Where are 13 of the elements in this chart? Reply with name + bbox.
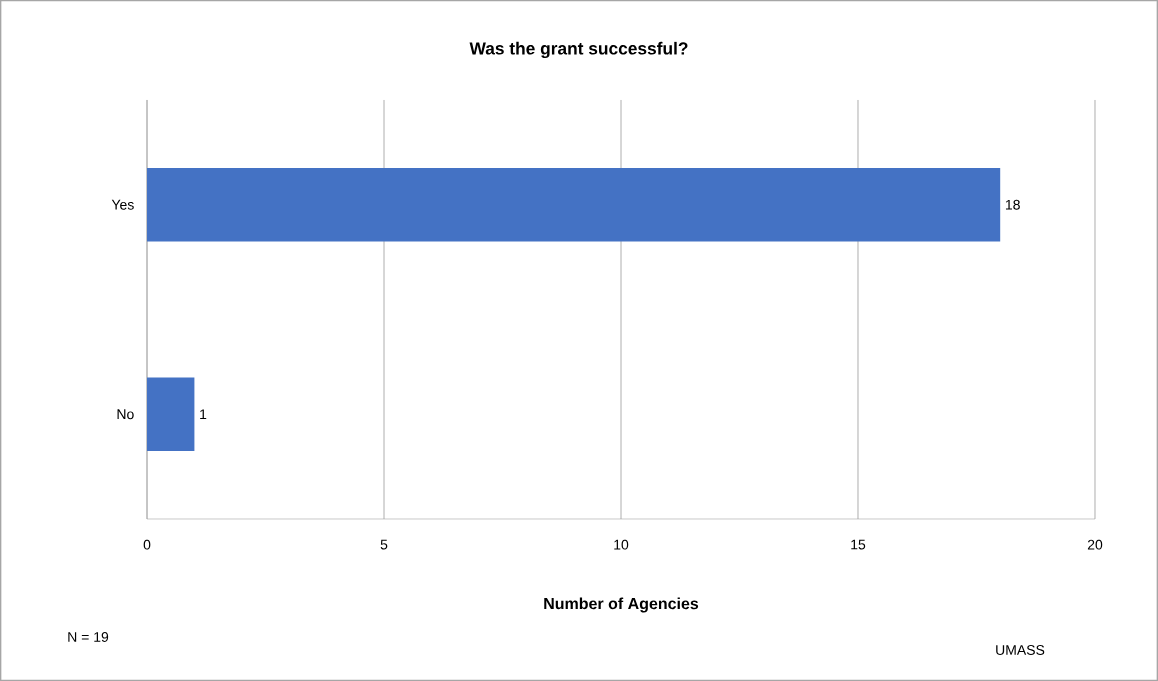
text: N = 19	[68, 632, 109, 642]
x-tick-label: 0	[143, 539, 151, 550]
y-tick-label: Yes	[111, 199, 134, 210]
x-tick-label: 20	[1087, 539, 1103, 550]
text: UMASS	[996, 645, 1045, 655]
x-tick-label: 5	[380, 539, 388, 550]
data-label: 1	[200, 409, 207, 420]
x-tick-label: 10	[614, 539, 629, 550]
chart-title: Was the grant successful?	[469, 41, 688, 59]
y-tick-label: No	[117, 409, 134, 420]
x-axis-title: Number of Agencies	[544, 597, 699, 613]
x-tick-label: 15	[851, 539, 866, 550]
data-label: 18	[1005, 199, 1020, 210]
